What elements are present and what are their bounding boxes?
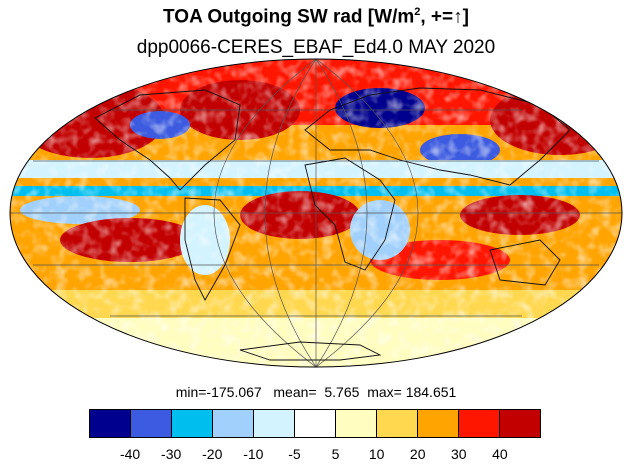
colorbar-swatch-2 <box>172 410 213 437</box>
mean-value: 5.765 <box>324 384 360 400</box>
gridline-meridian-120e <box>315 59 419 367</box>
title-text: TOA Outgoing SW rad [W/m <box>163 6 415 28</box>
colorbar-swatch-0 <box>90 410 131 437</box>
gridline-meridian-60w <box>264 59 317 367</box>
gridline-meridian-60e <box>315 59 368 367</box>
colorbar-swatch-9 <box>459 410 500 437</box>
colorbar-tick-label: -10 <box>243 446 264 462</box>
colorbar-tick-label: -40 <box>119 446 141 462</box>
up-arrow-icon: ↑ <box>453 6 463 28</box>
colorbar-tick-label: -5 <box>288 446 301 462</box>
colorbar-swatch-4 <box>254 410 295 437</box>
colorbar <box>89 409 541 438</box>
colorbar-swatch-10 <box>500 410 540 437</box>
coast-africa <box>304 157 396 271</box>
colorbar-tick-label: -30 <box>161 446 182 462</box>
globe-outline <box>9 58 623 368</box>
graticule <box>10 59 622 367</box>
colorbar-tick-label: 30 <box>451 446 467 462</box>
mean-label: mean= <box>273 384 317 400</box>
map-title: TOA Outgoing SW rad [W/m2, +=↑] <box>0 6 632 28</box>
min-label: min= <box>175 384 207 400</box>
colorbar-tick-label: 40 <box>492 446 508 462</box>
min-value: -175.067 <box>206 384 262 400</box>
colorbar-swatch-5 <box>295 410 336 437</box>
max-value: 184.651 <box>405 384 457 400</box>
title-superscript: 2 <box>414 6 421 18</box>
title-close-bracket: ] <box>462 6 469 28</box>
colorbar-swatch-6 <box>336 410 377 437</box>
coastlines <box>94 87 571 361</box>
gridline-meridian-120w <box>213 59 317 367</box>
colorbar-swatch-3 <box>213 410 254 437</box>
coast-eurasia <box>304 87 571 186</box>
colorbar-swatch-1 <box>131 410 172 437</box>
coast-south-america <box>184 197 241 301</box>
colorbar-tick-label: 5 <box>331 446 340 462</box>
colorbar-swatch-7 <box>377 410 418 437</box>
max-label: max= <box>367 384 402 400</box>
colorbar-swatch-8 <box>418 410 459 437</box>
coast-australia <box>489 239 561 286</box>
map-field <box>10 59 622 367</box>
stats-line: min=-175.067 mean= 5.765 max= 184.651 <box>0 384 632 400</box>
world-map <box>9 58 623 368</box>
colorbar-tick-label: -20 <box>202 446 223 462</box>
coast-north-america <box>94 89 241 191</box>
coast-antarctica <box>239 341 382 361</box>
title-sign: , += <box>420 6 454 28</box>
colorbar-tick-label: 10 <box>368 446 385 462</box>
map-subtitle: dpp0066-CERES_EBAF_Ed4.0 MAY 2020 <box>136 37 496 58</box>
colorbar-tick-label: 20 <box>409 446 426 462</box>
